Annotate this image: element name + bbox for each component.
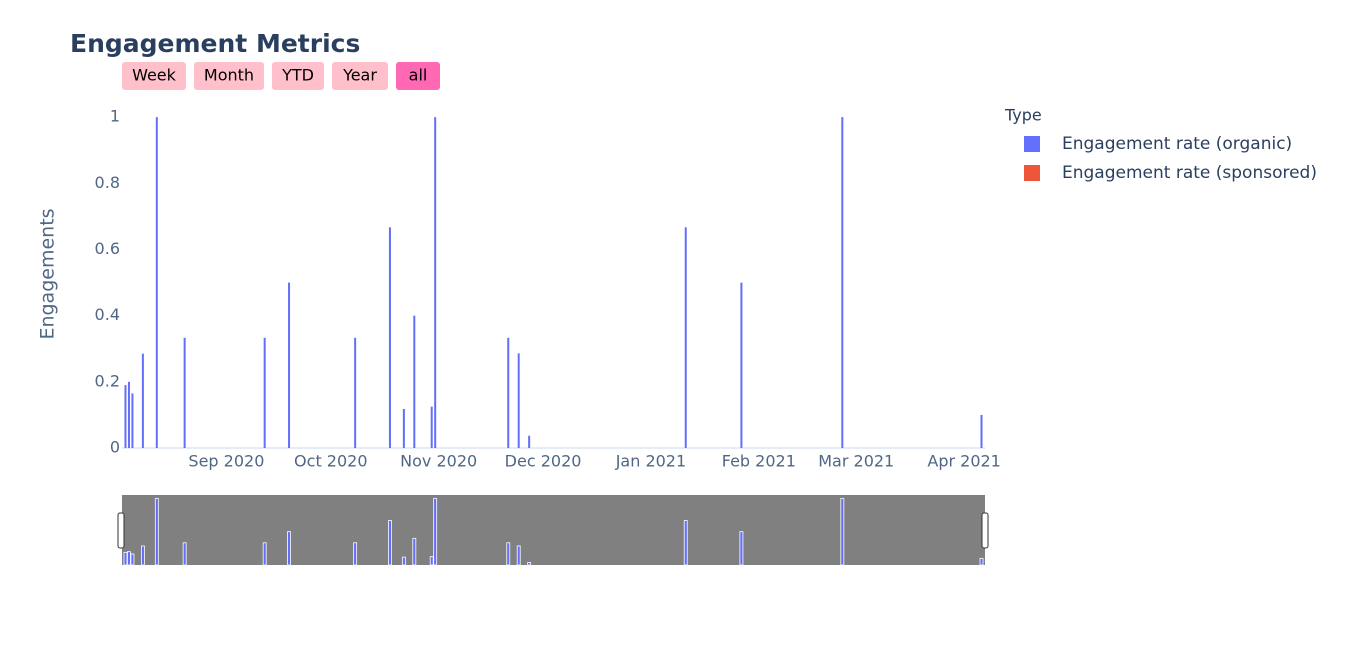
slider-bar [388, 520, 392, 566]
y-tick-label: 0 [110, 438, 120, 457]
slider-bar [527, 562, 532, 566]
slider-bar [429, 556, 434, 566]
y-tick-label: 1 [110, 107, 120, 126]
slider-bar [353, 542, 358, 566]
bar [528, 435, 531, 448]
range-button-label[interactable]: YTD [281, 66, 314, 85]
slider-bar [739, 531, 744, 566]
slider-handle[interactable] [117, 512, 125, 549]
bar [841, 117, 844, 449]
bar [684, 227, 687, 448]
x-tick-label: Oct 2020 [294, 452, 367, 471]
bar [430, 406, 433, 448]
x-tick-label: Mar 2021 [818, 452, 894, 471]
slider-bar [127, 551, 131, 566]
slider-bar [140, 545, 145, 566]
range-button-label[interactable]: Week [132, 66, 177, 85]
bar [127, 381, 130, 448]
y-tick-label: 0.6 [95, 239, 120, 258]
bar [413, 315, 416, 448]
bar [434, 117, 437, 449]
bar [131, 393, 134, 448]
y-tick-label: 0.4 [95, 305, 120, 324]
bar [740, 282, 743, 448]
bar [517, 353, 520, 448]
bar [263, 337, 266, 448]
bar [507, 337, 510, 448]
range-button[interactable] [122, 62, 186, 90]
slider-bar [683, 520, 688, 566]
range-button-label[interactable]: Year [342, 66, 377, 85]
y-tick-label: 0.2 [95, 371, 120, 390]
bar [124, 385, 127, 448]
range-button[interactable] [272, 62, 324, 90]
slider-bar [262, 542, 267, 566]
slider-bar [287, 531, 291, 566]
slider-bar [433, 497, 438, 566]
bar [980, 414, 983, 448]
x-tick-label: Nov 2020 [400, 452, 477, 471]
range-button[interactable] [396, 62, 440, 90]
range-button-label[interactable]: Month [204, 66, 254, 85]
slider-bar [979, 557, 984, 566]
slider-handle[interactable] [981, 512, 989, 549]
x-tick-label: Feb 2021 [722, 452, 796, 471]
legend-swatch[interactable] [1024, 165, 1040, 181]
legend-label[interactable]: Engagement rate (sponsored) [1062, 163, 1317, 183]
bar [388, 227, 391, 448]
slider-bar [123, 551, 128, 566]
bar [183, 337, 186, 448]
legend-label[interactable]: Engagement rate (organic) [1062, 134, 1292, 154]
slider-bar [154, 497, 159, 566]
bar [354, 337, 357, 448]
range-slider[interactable] [122, 495, 985, 565]
legend-swatch[interactable] [1024, 136, 1040, 152]
slider-bar [506, 542, 511, 566]
range-button[interactable] [332, 62, 388, 90]
x-tick-label: Dec 2020 [505, 452, 582, 471]
x-tick-label: Jan 2021 [615, 452, 686, 471]
x-tick-label: Apr 2021 [927, 452, 1000, 471]
slider-bar [840, 497, 845, 566]
chart-title: Engagement Metrics [70, 29, 360, 58]
x-tick-label: Sep 2020 [188, 452, 264, 471]
bar [155, 117, 158, 449]
y-tick-label: 0.8 [95, 173, 120, 192]
range-button-label[interactable]: all [409, 66, 428, 85]
y-axis-label: Engagements [37, 208, 59, 339]
legend-title: Type [1004, 106, 1042, 125]
slider-bar [412, 537, 417, 566]
slider-bar [401, 556, 406, 566]
bar [141, 353, 144, 448]
range-button[interactable] [194, 62, 264, 90]
slider-bar [516, 545, 521, 566]
bar [402, 408, 405, 448]
slider-bar [182, 542, 187, 566]
bar [288, 282, 291, 448]
slider-bar [130, 553, 135, 566]
